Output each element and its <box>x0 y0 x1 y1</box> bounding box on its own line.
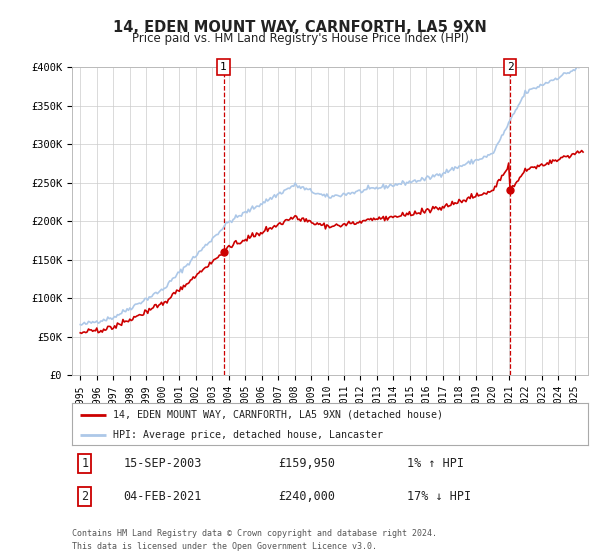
Text: 14, EDEN MOUNT WAY, CARNFORTH, LA5 9XN (detached house): 14, EDEN MOUNT WAY, CARNFORTH, LA5 9XN (… <box>113 410 443 420</box>
Text: 2: 2 <box>82 491 88 503</box>
Text: 2: 2 <box>506 62 514 72</box>
Text: £240,000: £240,000 <box>278 491 335 503</box>
Text: This data is licensed under the Open Government Licence v3.0.: This data is licensed under the Open Gov… <box>72 542 377 551</box>
Text: HPI: Average price, detached house, Lancaster: HPI: Average price, detached house, Lanc… <box>113 430 383 440</box>
Text: 1% ↑ HPI: 1% ↑ HPI <box>407 457 464 470</box>
Text: Contains HM Land Registry data © Crown copyright and database right 2024.: Contains HM Land Registry data © Crown c… <box>72 529 437 538</box>
Text: 1: 1 <box>82 457 88 470</box>
Text: £159,950: £159,950 <box>278 457 335 470</box>
Text: 14, EDEN MOUNT WAY, CARNFORTH, LA5 9XN: 14, EDEN MOUNT WAY, CARNFORTH, LA5 9XN <box>113 20 487 35</box>
Text: 15-SEP-2003: 15-SEP-2003 <box>124 457 202 470</box>
Text: 17% ↓ HPI: 17% ↓ HPI <box>407 491 472 503</box>
Text: 1: 1 <box>220 62 227 72</box>
Text: 04-FEB-2021: 04-FEB-2021 <box>124 491 202 503</box>
Text: Price paid vs. HM Land Registry's House Price Index (HPI): Price paid vs. HM Land Registry's House … <box>131 32 469 45</box>
